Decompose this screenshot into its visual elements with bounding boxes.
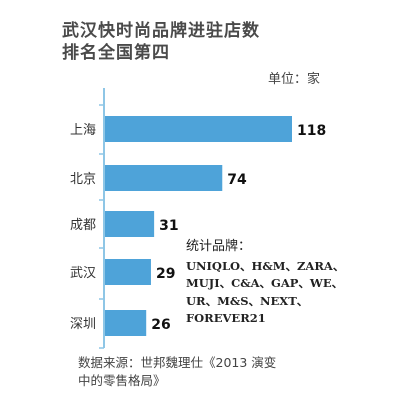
brand-note-line: UR、M&S、NEXT、 [186, 293, 309, 308]
category-label: 上海 [70, 123, 96, 138]
data-label: 118 [297, 123, 326, 139]
category-label: 成都 [70, 218, 96, 233]
bar [105, 165, 223, 191]
title-line-2: 排名全国第四 [62, 43, 170, 63]
brand-note: 统计品牌： UNIQLO、H&M、ZARA、 MUJI、C&A、GAP、WE、 … [186, 238, 386, 328]
bar [105, 259, 151, 285]
bar [105, 310, 147, 336]
brand-note-line: FOREVER21 [186, 311, 266, 325]
unit-label: 单位：家 [268, 72, 321, 87]
data-label: 29 [156, 266, 175, 282]
bar [105, 211, 155, 237]
category-label: 北京 [70, 172, 96, 187]
brand-note-line: MUJI、C&A、GAP、WE、 [186, 276, 344, 290]
data-label: 74 [227, 172, 247, 188]
bar [105, 116, 292, 142]
source-line-2: 中的零售格局》 [78, 373, 166, 388]
brand-note-heading: 统计品牌： [186, 239, 252, 254]
title-line-1: 武汉快时尚品牌进驻店数 [62, 21, 260, 41]
data-label: 31 [159, 218, 178, 234]
data-label: 26 [151, 317, 170, 333]
category-label: 武汉 [70, 266, 96, 281]
brand-note-line: UNIQLO、H&M、ZARA、 [186, 258, 345, 273]
source-line-1: 数据来源：世邦魏理仕《2013 演变 [78, 355, 277, 370]
source-note: 数据来源：世邦魏理仕《2013 演变 中的零售格局》 [78, 354, 378, 390]
chart-title: 武汉快时尚品牌进驻店数 排名全国第四 [62, 20, 260, 64]
category-label: 深圳 [70, 317, 96, 332]
